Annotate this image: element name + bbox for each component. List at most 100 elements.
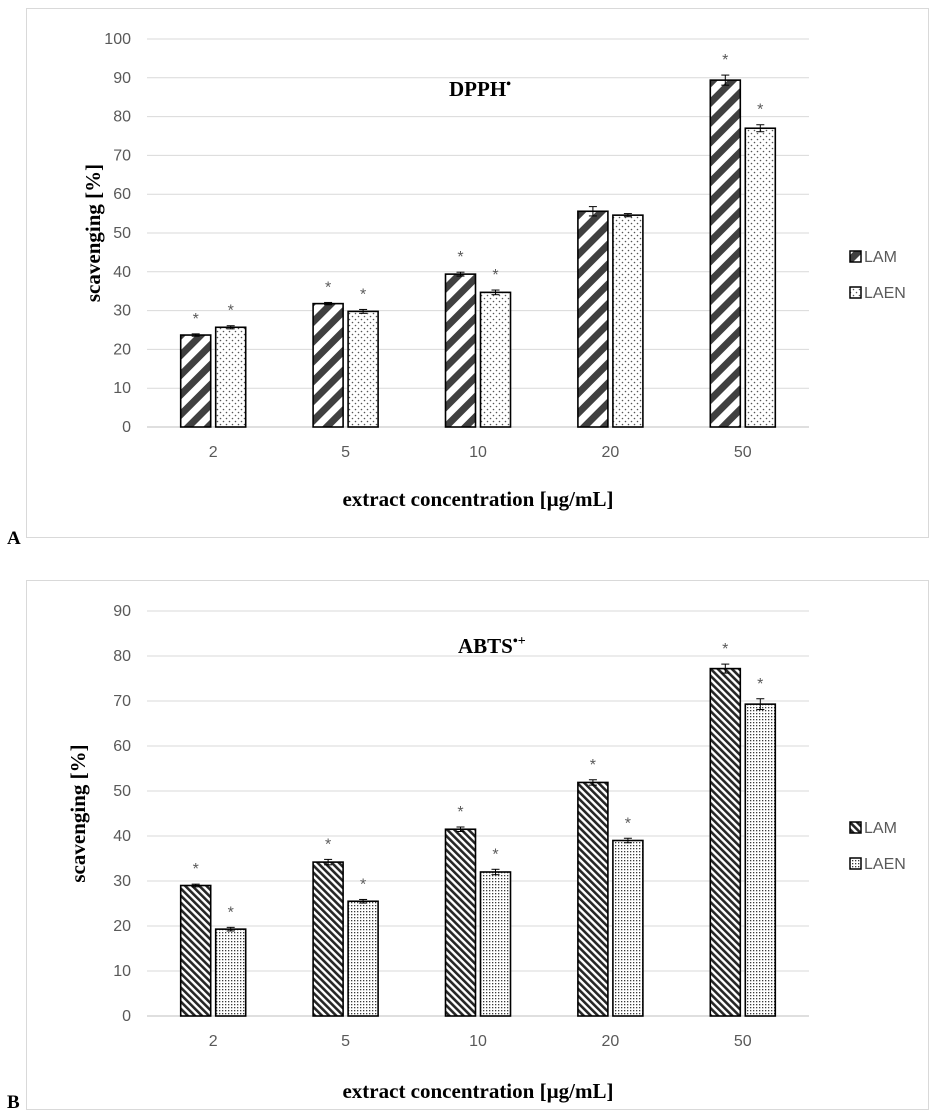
bar-lam bbox=[709, 667, 742, 1017]
y-tick-label: 50 bbox=[113, 225, 131, 242]
bar-lam bbox=[577, 210, 609, 428]
y-tick-label: 60 bbox=[113, 186, 131, 203]
significance-asterisk: * bbox=[360, 876, 366, 893]
y-tick-label: 50 bbox=[113, 783, 131, 800]
y-tick-label: 40 bbox=[113, 264, 131, 281]
significance-asterisk: * bbox=[492, 846, 498, 863]
y-tick-label: 40 bbox=[113, 828, 131, 845]
significance-asterisk: * bbox=[325, 279, 331, 296]
bar-laen bbox=[214, 326, 247, 428]
y-tick-label: 70 bbox=[113, 693, 131, 710]
legend-swatch-laen bbox=[849, 857, 862, 870]
bar-laen bbox=[612, 214, 644, 428]
error-bar bbox=[191, 333, 200, 337]
error-bar bbox=[721, 74, 730, 86]
significance-asterisk: * bbox=[228, 904, 234, 921]
significance-asterisk: * bbox=[757, 676, 763, 693]
y-tick-label: 60 bbox=[113, 738, 131, 755]
significance-asterisk: * bbox=[228, 303, 234, 320]
error-bar bbox=[588, 779, 597, 786]
significance-asterisk: * bbox=[590, 757, 596, 774]
bar-laen bbox=[744, 703, 777, 1017]
legend-swatch-laen bbox=[849, 286, 862, 299]
bar-laen bbox=[347, 900, 379, 1017]
significance-asterisk: * bbox=[757, 102, 763, 119]
panel-letter-b: B bbox=[7, 1092, 20, 1113]
x-tick-label: 50 bbox=[734, 444, 752, 461]
panel-letter-a: A bbox=[7, 528, 21, 549]
error-bar bbox=[623, 837, 632, 844]
x-axis-title: extract concentration [µg/mL] bbox=[342, 487, 613, 511]
y-tick-label: 10 bbox=[113, 380, 131, 397]
y-tick-label: 90 bbox=[113, 603, 131, 620]
bar-laen bbox=[479, 871, 512, 1017]
y-tick-label: 30 bbox=[113, 873, 131, 890]
legend-label-lam: LAM bbox=[864, 249, 897, 266]
bar-laen bbox=[612, 839, 644, 1017]
bar-lam bbox=[577, 781, 609, 1017]
error-bar bbox=[588, 206, 597, 217]
significance-asterisk: * bbox=[457, 804, 463, 821]
error-bar bbox=[359, 898, 368, 904]
bar-lam bbox=[179, 884, 212, 1017]
chart-panel-b: 0 10 20 30 40 50 60 70 80 90 2 * * 5 * * 10 * * 20 * * 50 * * ABT… bbox=[26, 580, 929, 1110]
y-axis-title: scavenging [%] bbox=[66, 744, 90, 882]
bar-laen bbox=[479, 291, 512, 428]
error-bar bbox=[756, 124, 765, 133]
significance-asterisk: * bbox=[193, 311, 199, 328]
y-tick-label: 0 bbox=[122, 1008, 131, 1025]
x-tick-label: 20 bbox=[602, 444, 620, 461]
error-bar bbox=[756, 698, 765, 711]
y-tick-label: 80 bbox=[113, 109, 131, 126]
error-bar bbox=[491, 289, 500, 296]
y-axis-title: scavenging [%] bbox=[81, 164, 105, 302]
y-tick-label: 30 bbox=[113, 303, 131, 320]
bar-lam bbox=[444, 273, 477, 428]
x-tick-label: 2 bbox=[209, 444, 218, 461]
error-bar bbox=[456, 826, 465, 832]
x-tick-label: 10 bbox=[469, 444, 487, 461]
chart-title: DPPH• bbox=[449, 77, 511, 101]
chart-panel-a: 0 10 20 30 40 50 60 70 80 90 100 2 * * 5 * * 10 * * 20 50 * * DP… bbox=[26, 8, 929, 538]
x-tick-label: 50 bbox=[734, 1033, 752, 1050]
chart-title: ABTS•+ bbox=[458, 634, 526, 658]
legend-label-laen: LAEN bbox=[864, 285, 906, 302]
error-bar bbox=[721, 663, 730, 674]
legend-label-laen: LAEN bbox=[864, 856, 906, 873]
bar-lam bbox=[312, 302, 344, 428]
error-bar bbox=[623, 213, 632, 218]
y-tick-label: 100 bbox=[104, 31, 131, 48]
error-bar bbox=[226, 325, 235, 330]
error-bar bbox=[456, 271, 465, 277]
y-tick-label: 90 bbox=[113, 70, 131, 87]
x-tick-label: 20 bbox=[602, 1033, 620, 1050]
bar-laen bbox=[214, 928, 247, 1017]
x-tick-label: 5 bbox=[341, 1033, 350, 1050]
y-tick-label: 80 bbox=[113, 648, 131, 665]
significance-asterisk: * bbox=[457, 249, 463, 266]
significance-asterisk: * bbox=[325, 836, 331, 853]
legend-label-lam: LAM bbox=[864, 820, 897, 837]
significance-asterisk: * bbox=[625, 815, 631, 832]
bar-lam bbox=[179, 334, 212, 428]
bar-lam bbox=[312, 861, 344, 1017]
error-bar bbox=[324, 858, 333, 866]
significance-asterisk: * bbox=[722, 641, 728, 658]
bar-lam bbox=[444, 828, 477, 1017]
x-tick-label: 10 bbox=[469, 1033, 487, 1050]
significance-asterisk: * bbox=[722, 52, 728, 69]
error-bar bbox=[191, 883, 200, 888]
y-tick-label: 70 bbox=[113, 147, 131, 164]
error-bar bbox=[324, 301, 333, 306]
dpph-chart: 0 10 20 30 40 50 60 70 80 90 100 2 * * 5 * * 10 * * 20 50 * * DP… bbox=[81, 31, 906, 511]
bar-laen bbox=[347, 310, 379, 428]
y-tick-label: 0 bbox=[122, 419, 131, 436]
significance-asterisk: * bbox=[492, 267, 498, 284]
legend-swatch-lam bbox=[849, 250, 862, 263]
bar-laen bbox=[744, 127, 777, 428]
error-bar bbox=[359, 308, 368, 314]
y-tick-label: 20 bbox=[113, 918, 131, 935]
y-tick-label: 20 bbox=[113, 341, 131, 358]
legend-swatch-lam bbox=[849, 821, 862, 834]
error-bar bbox=[491, 868, 500, 876]
